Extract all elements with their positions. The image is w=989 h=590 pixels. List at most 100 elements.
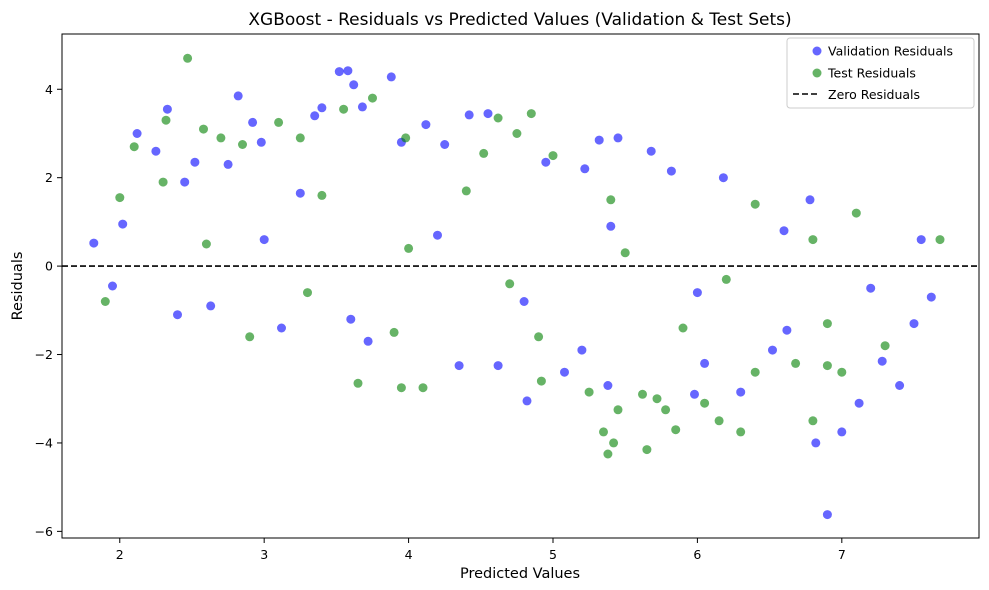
- test-point-33: [750, 367, 760, 377]
- validation-point-27: [464, 110, 474, 120]
- test-point-47: [606, 195, 616, 205]
- x-tick-label: 4: [405, 547, 413, 562]
- validation-point-33: [580, 164, 590, 174]
- scatter-points: [89, 53, 945, 520]
- validation-point-45: [805, 195, 815, 205]
- x-tick-label: 3: [260, 547, 268, 562]
- validation-point-7: [190, 157, 200, 167]
- test-point-18: [526, 109, 536, 119]
- validation-point-16: [317, 103, 327, 113]
- test-point-49: [750, 199, 760, 209]
- test-point-1: [129, 142, 139, 152]
- validation-point-59: [519, 297, 529, 306]
- validation-point-52: [909, 319, 919, 329]
- validation-point-30: [522, 396, 532, 406]
- test-point-44: [389, 327, 399, 337]
- test-point-53: [303, 288, 312, 298]
- validation-point-0: [89, 238, 99, 248]
- test-point-27: [652, 394, 662, 404]
- test-point-0: [115, 193, 125, 203]
- test-point-17: [512, 129, 522, 138]
- test-point-56: [620, 248, 630, 258]
- test-point-31: [714, 416, 724, 426]
- validation-point-31: [541, 157, 551, 167]
- test-point-16: [493, 113, 503, 123]
- test-point-51: [851, 208, 861, 218]
- validation-point-12: [256, 137, 266, 147]
- validation-point-53: [916, 235, 926, 245]
- validation-point-56: [259, 235, 269, 245]
- x-tick-label: 6: [693, 547, 701, 562]
- y-tick-label: −6: [35, 524, 53, 539]
- validation-point-5: [162, 104, 172, 114]
- test-point-14: [418, 383, 428, 393]
- validation-point-42: [736, 387, 746, 397]
- test-point-36: [822, 361, 832, 371]
- validation-point-13: [277, 323, 286, 333]
- legend-box: [786, 37, 975, 109]
- validation-point-40: [700, 358, 710, 368]
- validation-point-24: [421, 120, 431, 130]
- validation-point-3: [132, 129, 142, 138]
- y-tick-label: 2: [45, 170, 53, 185]
- validation-point-41: [718, 173, 728, 183]
- legend-label-zero: Zero Residuals: [828, 87, 920, 102]
- validation-point-22: [386, 72, 396, 82]
- test-point-57: [721, 274, 731, 284]
- test-point-55: [505, 279, 515, 289]
- validation-point-48: [837, 427, 847, 437]
- validation-point-46: [811, 438, 821, 448]
- validation-point-49: [854, 398, 864, 408]
- test-point-20: [584, 387, 594, 397]
- validation-point-10: [233, 91, 243, 101]
- validation-point-2: [118, 219, 128, 229]
- validation-point-8: [206, 301, 216, 311]
- validation-point-62: [779, 226, 789, 236]
- test-point-59: [548, 151, 558, 161]
- validation-point-57: [346, 314, 356, 324]
- test-point-34: [791, 358, 801, 368]
- test-point-37: [837, 367, 847, 377]
- validation-point-44: [782, 325, 792, 335]
- test-point-30: [700, 398, 710, 408]
- validation-point-47: [822, 510, 832, 520]
- test-point-8: [295, 133, 305, 143]
- chart-title: XGBoost - Residuals vs Predicted Values …: [248, 10, 791, 30]
- validation-point-61: [692, 288, 702, 298]
- validation-point-32: [560, 367, 569, 377]
- test-point-38: [880, 341, 890, 351]
- validation-point-50: [877, 356, 887, 366]
- test-point-29: [671, 425, 681, 435]
- validation-point-18: [343, 66, 353, 76]
- x-tick-label: 2: [116, 547, 124, 562]
- legend: Validation Residuals Test Residuals Zero…: [786, 37, 975, 109]
- validation-point-17: [334, 67, 344, 77]
- test-point-11: [368, 93, 377, 103]
- test-point-9: [339, 104, 349, 114]
- test-point-26: [642, 445, 652, 455]
- test-point-19: [536, 376, 546, 386]
- test-point-35: [808, 416, 818, 426]
- test-point-22: [603, 449, 613, 459]
- test-point-32: [736, 427, 746, 437]
- y-tick-label: −4: [35, 435, 53, 450]
- validation-point-26: [454, 361, 464, 371]
- validation-point-9: [223, 159, 233, 169]
- test-point-23: [609, 438, 619, 448]
- y-tick-label: 4: [45, 82, 53, 97]
- validation-point-1: [108, 281, 117, 291]
- test-point-5: [216, 133, 226, 143]
- validation-point-51: [895, 381, 905, 390]
- validation-point-15: [310, 111, 320, 121]
- test-point-6: [238, 140, 247, 149]
- validation-point-21: [363, 336, 373, 346]
- validation-point-29: [493, 361, 503, 371]
- validation-point-25: [440, 140, 450, 149]
- test-point-4: [199, 124, 208, 134]
- y-tick-label: 0: [45, 259, 53, 274]
- validation-point-28: [483, 109, 493, 119]
- validation-point-55: [173, 310, 182, 320]
- validation-point-60: [606, 221, 616, 231]
- test-point-12: [396, 383, 406, 393]
- validation-point-4: [151, 146, 161, 156]
